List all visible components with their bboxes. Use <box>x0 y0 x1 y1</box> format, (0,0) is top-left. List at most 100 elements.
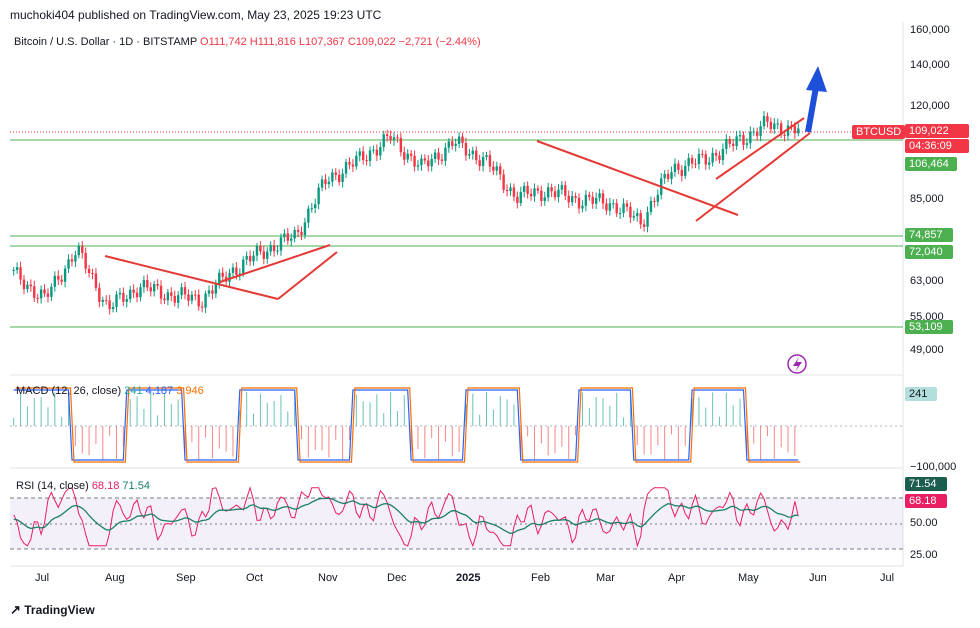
candle-body <box>392 137 396 141</box>
candle-body <box>375 149 379 156</box>
rsi-value: 68.18 <box>91 480 120 492</box>
candle-body <box>283 233 286 238</box>
level-tag-53109[interactable]: 53,109 <box>905 320 953 334</box>
candle-body <box>358 151 361 156</box>
candle-body <box>190 294 194 301</box>
candle-body <box>701 153 704 155</box>
tradingview-logo[interactable]: ↗ TradingView <box>10 602 95 618</box>
candle-body <box>248 255 252 262</box>
candle-body <box>262 251 266 259</box>
candle-body <box>636 213 639 217</box>
candle-body <box>105 299 108 301</box>
candle-body <box>310 208 313 210</box>
candle-body <box>101 299 104 302</box>
last-price-tag[interactable]: 109,022 <box>905 124 969 138</box>
candle-body <box>372 149 375 151</box>
macd-title: MACD (12, 26, close) <box>16 385 122 397</box>
candle-body <box>759 126 762 136</box>
candle-body <box>714 152 718 156</box>
candle-body <box>12 269 15 271</box>
candle-body <box>252 255 255 262</box>
rsi-title: RSI (14, close) <box>16 480 89 492</box>
candle-body <box>272 245 276 252</box>
macd-hist-value: 241 <box>124 385 143 397</box>
candle-body <box>594 197 598 204</box>
candle-body <box>523 185 526 192</box>
candle-body <box>129 289 132 300</box>
candle-body <box>516 196 519 203</box>
candle-body <box>783 134 786 136</box>
candle-body <box>475 150 478 161</box>
candle-body <box>481 157 485 167</box>
candle-body <box>81 246 84 253</box>
candle-body <box>677 163 680 170</box>
level-tag-106464[interactable]: 106,464 <box>905 157 957 171</box>
candle-body <box>276 250 279 252</box>
candle-body <box>242 259 245 274</box>
candle-body <box>231 267 235 273</box>
time-tick: Jul <box>880 572 895 584</box>
symbol-tag[interactable]: BTCUSD <box>852 125 906 139</box>
candle-body <box>670 172 673 179</box>
candle-body <box>334 172 337 175</box>
trendline[interactable] <box>715 117 805 180</box>
level-tag-74857[interactable]: 74,857 <box>905 228 953 242</box>
candle-body <box>492 166 495 171</box>
candle-body <box>529 193 533 197</box>
trendline[interactable] <box>536 140 739 216</box>
candle-body <box>749 131 752 144</box>
candle-body <box>266 251 269 259</box>
candle-body <box>461 136 464 143</box>
candle-body <box>745 143 749 145</box>
macd-signal-value: 3,946 <box>176 385 204 397</box>
candle-body <box>639 213 642 225</box>
trendline[interactable] <box>104 255 279 300</box>
candle-body <box>471 150 475 155</box>
candle-body <box>87 268 91 273</box>
rsi-ma-tag: 71.54 <box>905 477 947 491</box>
price-tick: 120,000 <box>910 100 950 112</box>
candle-body <box>776 123 779 125</box>
level-tag-72040[interactable]: 72,040 <box>905 245 953 259</box>
time-tick: Nov <box>318 572 338 584</box>
candle-body <box>46 293 50 297</box>
candle-body <box>290 238 293 241</box>
price-tick: 140,000 <box>910 59 950 71</box>
candle-body <box>612 203 615 205</box>
trendline-drawings[interactable] <box>104 117 811 300</box>
tv-logo-icon: ↗ <box>10 602 21 617</box>
candle-body <box>176 295 180 303</box>
trendline[interactable] <box>695 132 811 222</box>
trendline[interactable] <box>219 244 331 283</box>
candle-body <box>279 237 283 251</box>
macd-line <box>13 389 799 461</box>
trendline[interactable] <box>277 251 338 300</box>
candle-body <box>399 137 403 153</box>
candle-body <box>570 196 574 203</box>
candle-body <box>464 142 468 156</box>
candle-body <box>170 292 173 296</box>
open-value: O111,742 <box>200 36 247 48</box>
candle-body <box>502 174 505 190</box>
up-arrow-icon[interactable] <box>805 66 827 133</box>
candle-body <box>221 272 224 277</box>
rsi-ma-value: 71.54 <box>122 480 150 492</box>
candle-body <box>77 246 81 256</box>
candle-body <box>663 173 666 179</box>
candle-body <box>36 297 39 299</box>
candle-body <box>413 155 416 167</box>
candle-body <box>584 194 588 206</box>
symbol-name: Bitcoin / U.S. Dollar · 1D · BITSTAMP <box>14 36 197 48</box>
candle-body <box>649 200 653 212</box>
candle-body <box>793 125 797 134</box>
lightning-icon[interactable] <box>787 354 807 374</box>
candle-body <box>293 230 296 239</box>
candle-body <box>495 166 498 171</box>
candle-body <box>211 290 214 294</box>
candle-body <box>351 164 355 167</box>
rsi-legend: RSI (14, close) 68.18 71.54 <box>16 480 150 492</box>
candle-body <box>622 203 625 213</box>
price-tick: 85,000 <box>910 193 944 205</box>
candle-body <box>132 289 135 293</box>
